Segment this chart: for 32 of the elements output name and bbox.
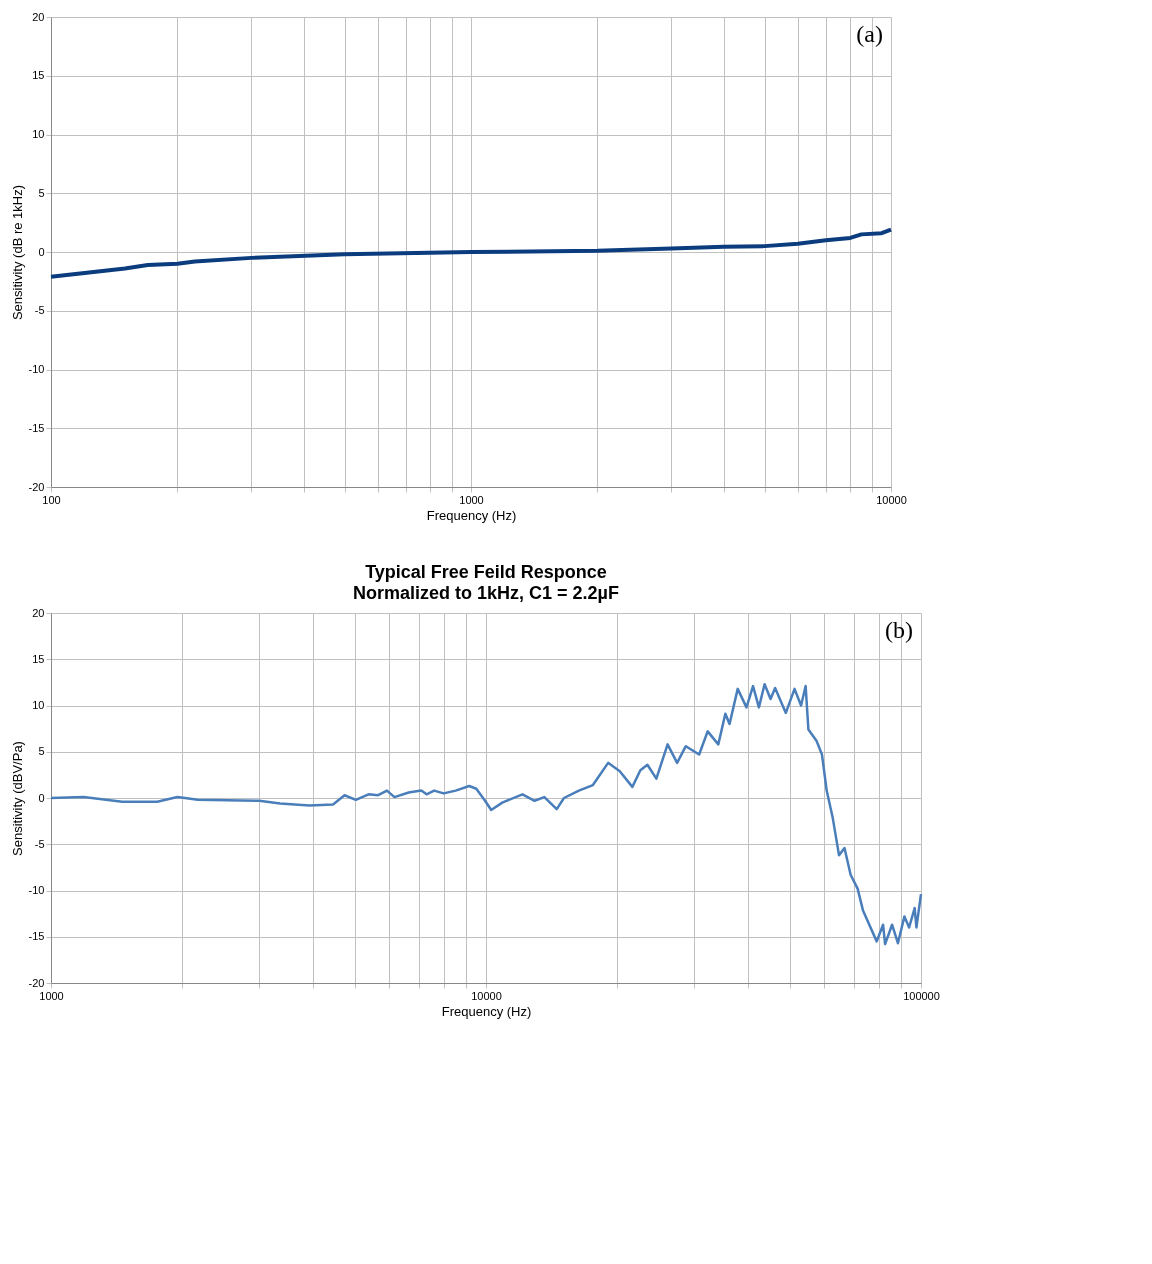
x-tick-label: 1000 (39, 989, 64, 1002)
y-tick-label: -20 (28, 480, 45, 493)
y-tick-label: 20 (32, 606, 45, 619)
y-tick-label: 5 (38, 745, 45, 758)
y-tick-label: 20 (32, 10, 45, 23)
x-tick-label: 10000 (471, 989, 502, 1002)
y-axis-title: Sensitivity (dBV/Pa) (9, 741, 25, 856)
y-tick-label: -5 (34, 304, 45, 317)
annotation: (a) (856, 21, 883, 47)
y-tick-label: 10 (32, 699, 45, 711)
x-tick-label: 100000 (903, 989, 940, 1002)
x-axis-title: Frequency (Hz) (441, 1003, 532, 1019)
x-tick-label: 100 (42, 493, 61, 506)
y-axis-title: Sensitivity (dB re 1kHz) (9, 184, 25, 321)
x-axis-title: Frequency (Hz) (426, 507, 517, 523)
y-tick-label: -5 (34, 837, 45, 850)
y-tick-label: -10 (28, 884, 45, 896)
y-tick-label: 15 (32, 69, 45, 82)
y-tick-label: 0 (38, 791, 45, 804)
chart-subtitle: Normalized to 1kHz, C1 = 2.2µF (353, 583, 619, 603)
y-tick-label: 15 (32, 652, 45, 665)
x-tick-label: 10000 (876, 493, 907, 506)
x-tick-label: 1000 (459, 493, 484, 506)
y-tick-label: 5 (38, 186, 45, 199)
chart-title: Typical Free Feild Responce (365, 562, 607, 582)
y-tick-label: -15 (28, 930, 45, 943)
y-tick-label: -10 (28, 363, 45, 375)
y-tick-label: -20 (28, 976, 45, 989)
y-tick-label: 0 (38, 245, 45, 258)
y-tick-label: -15 (28, 421, 45, 434)
annotation: (b) (885, 617, 913, 643)
y-tick-label: 10 (32, 128, 45, 140)
